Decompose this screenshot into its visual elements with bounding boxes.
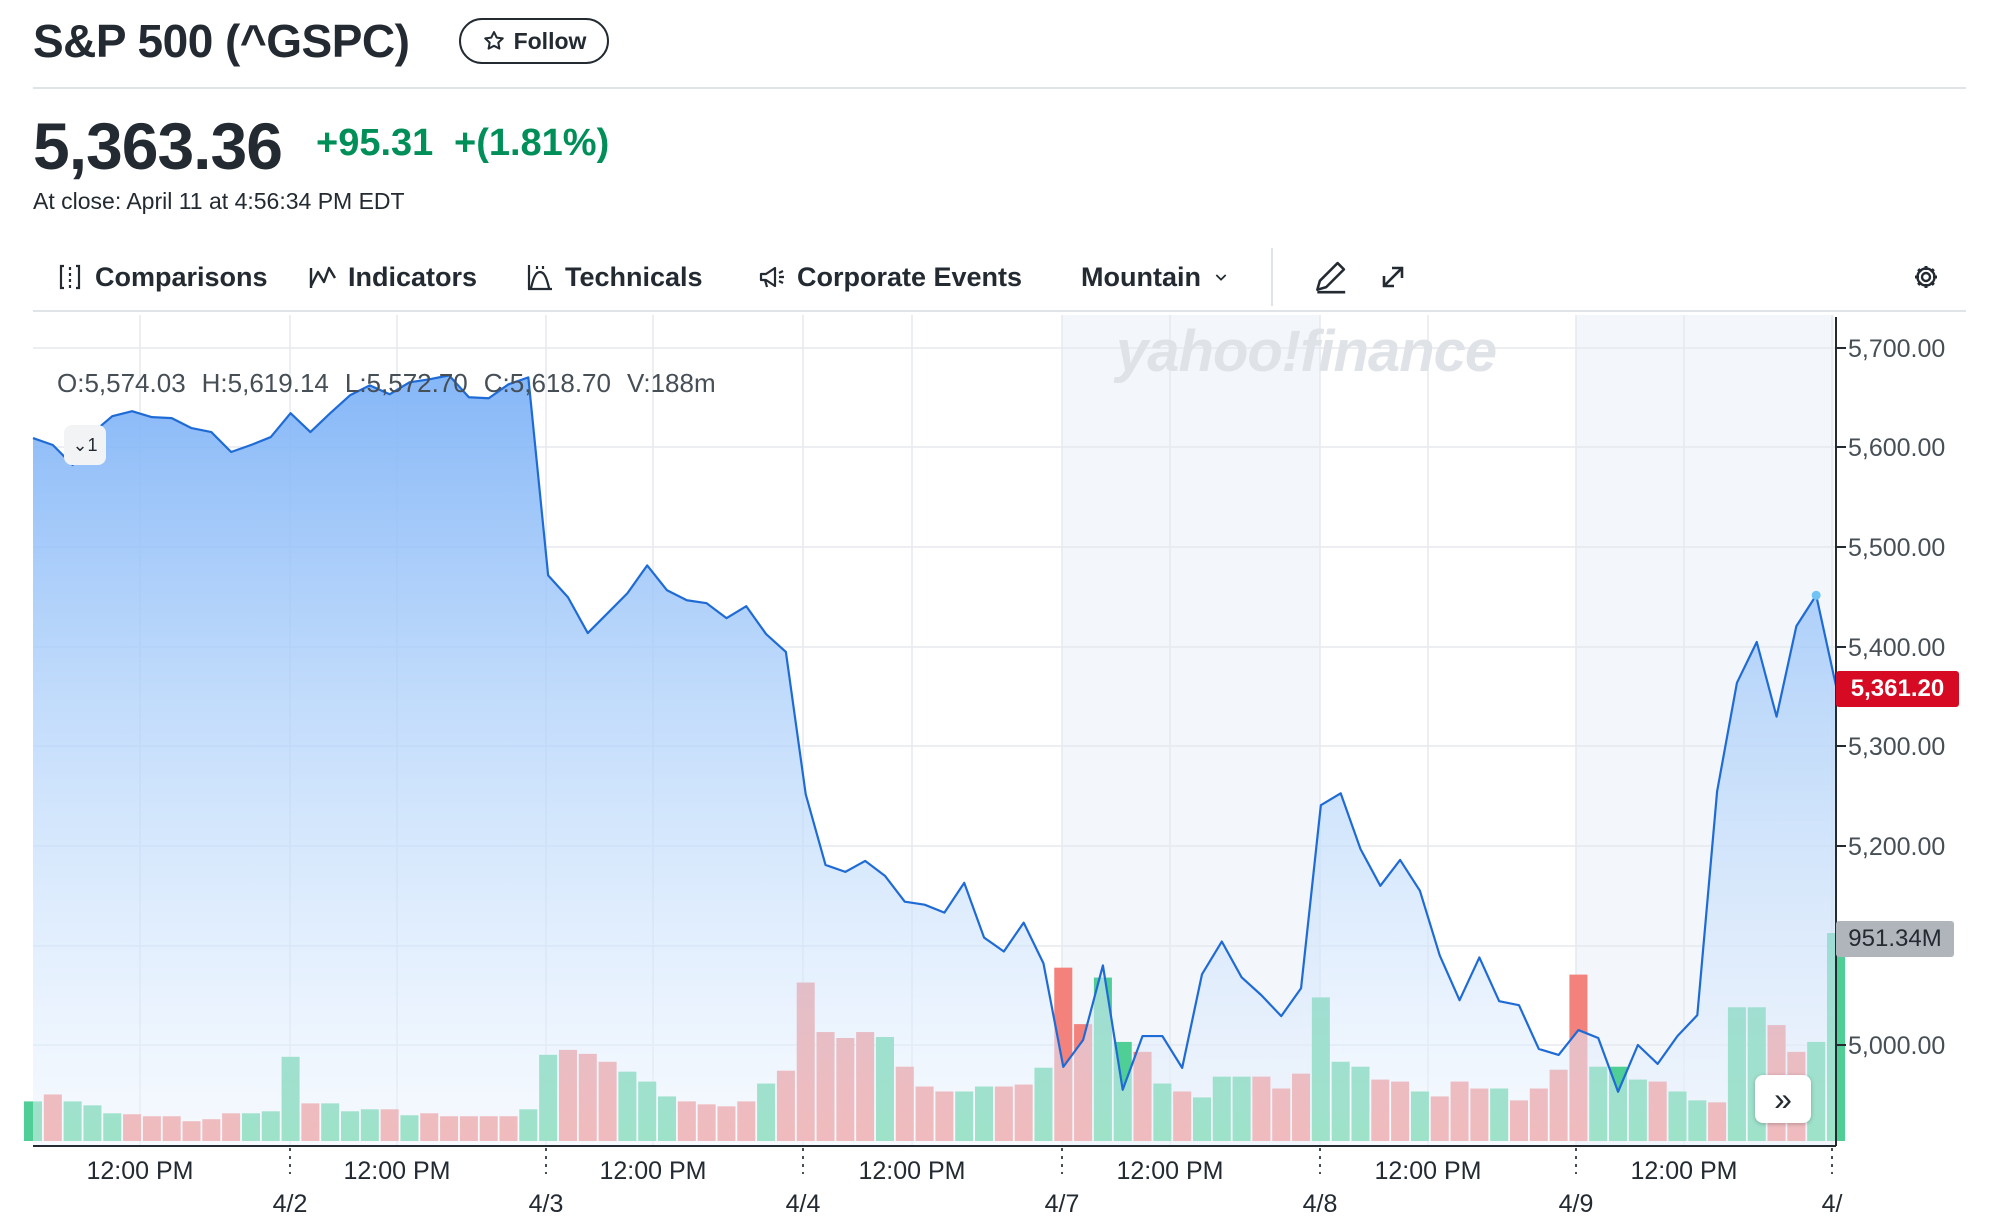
x-date-label: 4/7 (1045, 1190, 1080, 1218)
corporate-events-label: Corporate Events (797, 261, 1023, 292)
indicators-icon (309, 266, 337, 288)
x-time-label: 12:00 PM (858, 1157, 965, 1185)
collapse-series-button[interactable]: ⌄ 1 (64, 425, 106, 465)
y-tick-label: 5,600.00 (1848, 434, 1945, 462)
x-time-label: 12:00 PM (343, 1157, 450, 1185)
star-icon (483, 31, 504, 50)
corporate-events-button[interactable]: Corporate Events (757, 246, 1022, 308)
x-date-label: 4/ (1822, 1190, 1843, 1218)
last-price: 5,363.36 (33, 109, 283, 183)
draw-button[interactable] (1311, 246, 1349, 308)
follow-label: Follow (513, 27, 587, 54)
scroll-to-latest-button[interactable]: » (1755, 1075, 1811, 1123)
y-tick-label: 5,000.00 (1848, 1032, 1945, 1060)
y-tick-label: 5,500.00 (1848, 534, 1945, 562)
chevron-down-icon: ⌄ (72, 434, 88, 455)
toolbar-divider-bottom (33, 310, 1966, 312)
price-line (32, 374, 1838, 1093)
x-date-label: 4/4 (786, 1190, 821, 1218)
fullscreen-button[interactable] (1378, 246, 1408, 308)
chart-type-dropdown[interactable]: Mountain (1081, 246, 1231, 308)
comparisons-icon (59, 264, 81, 290)
current-price-badge: 5,361.20 (1836, 671, 1959, 707)
yahoo-finance-watermark: yahoo!finance (1116, 319, 1497, 384)
ohlc-low: L:5,572.70 (344, 368, 468, 398)
x-time-label: 12:00 PM (599, 1157, 706, 1185)
y-tick-label: 5,700.00 (1848, 335, 1945, 363)
double-chevron-right-icon: » (1774, 1080, 1792, 1117)
chart-toolbar: Comparisons Indicators Technicals Corpor… (33, 246, 1966, 308)
collapse-count: 1 (87, 434, 98, 455)
close-timestamp: At close: April 11 at 4:56:34 PM EDT (33, 188, 405, 214)
ohlc-volume: V:188m (626, 368, 716, 398)
last-point-marker (1811, 590, 1821, 600)
y-tick-label: 5,400.00 (1848, 634, 1945, 662)
follow-button[interactable]: Follow (459, 18, 609, 64)
x-time-label: 12:00 PM (1630, 1157, 1737, 1185)
x-date-label: 4/8 (1303, 1190, 1338, 1218)
price-chart[interactable]: 5,700.00 5,600.00 5,500.00 5,400.00 5,300.00… (0, 312, 2010, 1231)
y-tick-label: 5,200.00 (1848, 833, 1945, 861)
x-time-label: 12:00 PM (86, 1157, 193, 1185)
x-date-label: 4/2 (273, 1190, 308, 1218)
pencil-icon (1316, 261, 1346, 294)
technicals-icon (527, 265, 552, 291)
price-change: +95.31 (316, 122, 434, 164)
comparisons-label: Comparisons (95, 261, 268, 292)
ohlc-close: C:5,618.70 (483, 368, 611, 398)
chevron-down-icon (1215, 274, 1227, 281)
x-date-label: 4/9 (1559, 1190, 1594, 1218)
page-title: S&P 500 (^GSPC) (33, 15, 410, 67)
indicators-label: Indicators (348, 261, 478, 292)
price-change-percent: +(1.81%) (454, 122, 610, 164)
volume-badge: 951.34M (1836, 921, 1954, 957)
technicals-button[interactable]: Technicals (525, 246, 703, 308)
megaphone-icon (759, 266, 784, 288)
expand-icon (1382, 266, 1404, 288)
x-time-label: 12:00 PM (1374, 1157, 1481, 1185)
ohlc-high: H:5,619.14 (201, 368, 329, 398)
gear-icon (1915, 266, 1937, 288)
ohlc-open: O:5,574.03 (57, 368, 186, 398)
x-date-label: 4/3 (529, 1190, 564, 1218)
technicals-label: Technicals (565, 261, 703, 292)
header-divider (33, 87, 1966, 89)
price-area (33, 375, 1836, 1146)
ohlc-readout: O:5,574.03 H:5,619.14 L:5,572.70 C:5,618… (57, 368, 716, 399)
settings-button[interactable] (1911, 246, 1941, 308)
chart-type-label: Mountain (1081, 261, 1201, 292)
comparisons-button[interactable]: Comparisons (55, 246, 268, 308)
x-time-label: 12:00 PM (1116, 1157, 1223, 1185)
indicators-button[interactable]: Indicators (308, 246, 477, 308)
y-tick-label: 5,300.00 (1848, 733, 1945, 761)
toolbar-divider (1271, 248, 1273, 306)
